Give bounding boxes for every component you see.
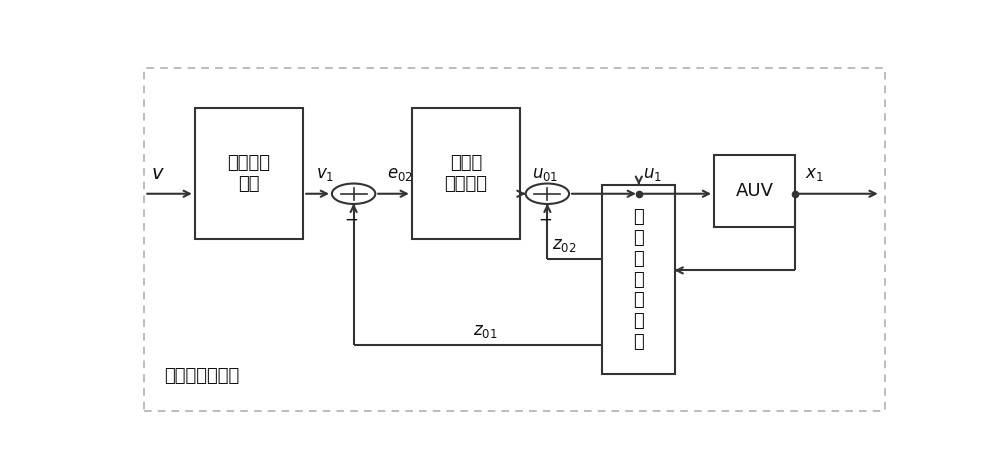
Circle shape xyxy=(526,183,569,204)
Bar xyxy=(714,155,795,227)
Circle shape xyxy=(332,183,375,204)
Text: $v$: $v$ xyxy=(151,164,165,183)
Text: 扩
张
状
态
观
测
器: 扩 张 状 态 观 测 器 xyxy=(633,208,644,351)
Text: $u_{01}$: $u_{01}$ xyxy=(532,164,558,182)
Text: 非线性
反馈控制: 非线性 反馈控制 xyxy=(444,154,488,193)
Text: $z_{02}$: $z_{02}$ xyxy=(552,236,577,254)
Text: $v_1$: $v_1$ xyxy=(316,164,334,182)
Bar xyxy=(412,108,520,239)
Text: $-$: $-$ xyxy=(538,210,552,228)
Text: $x_1$: $x_1$ xyxy=(805,164,824,182)
Text: 一阶自抗扰控制: 一阶自抗扰控制 xyxy=(164,367,239,385)
Text: $u_1$: $u_1$ xyxy=(643,164,662,182)
Text: $-$: $-$ xyxy=(344,210,358,228)
Text: AUV: AUV xyxy=(736,182,774,200)
Text: 安排过渡
过程: 安排过渡 过程 xyxy=(228,154,270,193)
Bar xyxy=(602,185,675,374)
Bar xyxy=(195,108,303,239)
Text: $z_{01}$: $z_{01}$ xyxy=(473,322,498,340)
Text: $e_{02}$: $e_{02}$ xyxy=(387,164,413,182)
